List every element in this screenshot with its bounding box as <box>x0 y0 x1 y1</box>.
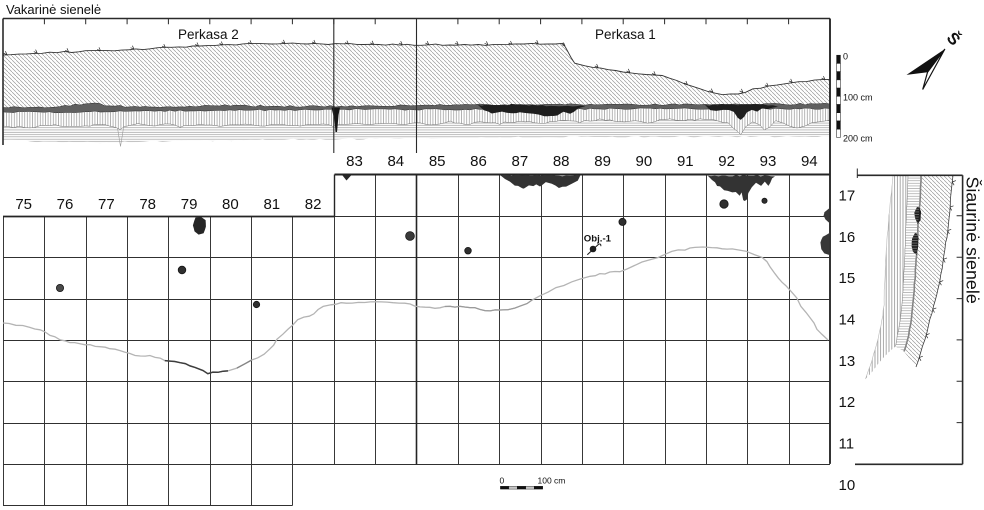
svg-text:12: 12 <box>839 394 856 411</box>
svg-text:200 cm: 200 cm <box>843 133 873 143</box>
svg-text:80: 80 <box>222 196 239 213</box>
svg-text:Perkasa 2: Perkasa 2 <box>178 27 239 42</box>
svg-text:76: 76 <box>57 196 74 213</box>
svg-text:90: 90 <box>636 153 653 170</box>
svg-text:11: 11 <box>839 436 855 453</box>
svg-text:75: 75 <box>15 196 32 213</box>
svg-text:93: 93 <box>760 153 777 170</box>
svg-text:100 cm: 100 cm <box>538 476 566 486</box>
svg-text:17: 17 <box>839 188 856 205</box>
svg-text:77: 77 <box>98 196 115 213</box>
svg-text:79: 79 <box>181 196 198 213</box>
svg-text:87: 87 <box>512 153 529 170</box>
svg-text:Perkasa 1: Perkasa 1 <box>595 27 656 42</box>
svg-text:Šiaurinė sienelė: Šiaurinė sienelė <box>963 177 984 304</box>
svg-text:85: 85 <box>429 153 446 170</box>
svg-text:91: 91 <box>677 153 694 170</box>
svg-text:82: 82 <box>305 196 322 213</box>
svg-text:78: 78 <box>139 196 156 213</box>
svg-text:100 cm: 100 cm <box>843 92 873 102</box>
svg-text:16: 16 <box>839 229 856 246</box>
svg-text:88: 88 <box>553 153 570 170</box>
svg-text:89: 89 <box>594 153 611 170</box>
svg-text:0: 0 <box>500 476 505 486</box>
svg-text:14: 14 <box>839 312 856 329</box>
svg-text:84: 84 <box>387 153 404 170</box>
svg-text:92: 92 <box>718 153 735 170</box>
svg-text:15: 15 <box>839 270 856 287</box>
svg-text:13: 13 <box>839 353 856 370</box>
svg-text:81: 81 <box>263 196 280 213</box>
svg-text:10: 10 <box>839 477 856 494</box>
svg-text:Obj.-1: Obj.-1 <box>584 233 612 244</box>
svg-text:0: 0 <box>843 52 848 62</box>
svg-text:83: 83 <box>346 153 363 170</box>
svg-text:86: 86 <box>470 153 487 170</box>
svg-text:Vakarinė sienelė: Vakarinė sienelė <box>6 2 101 17</box>
svg-text:94: 94 <box>801 153 818 170</box>
